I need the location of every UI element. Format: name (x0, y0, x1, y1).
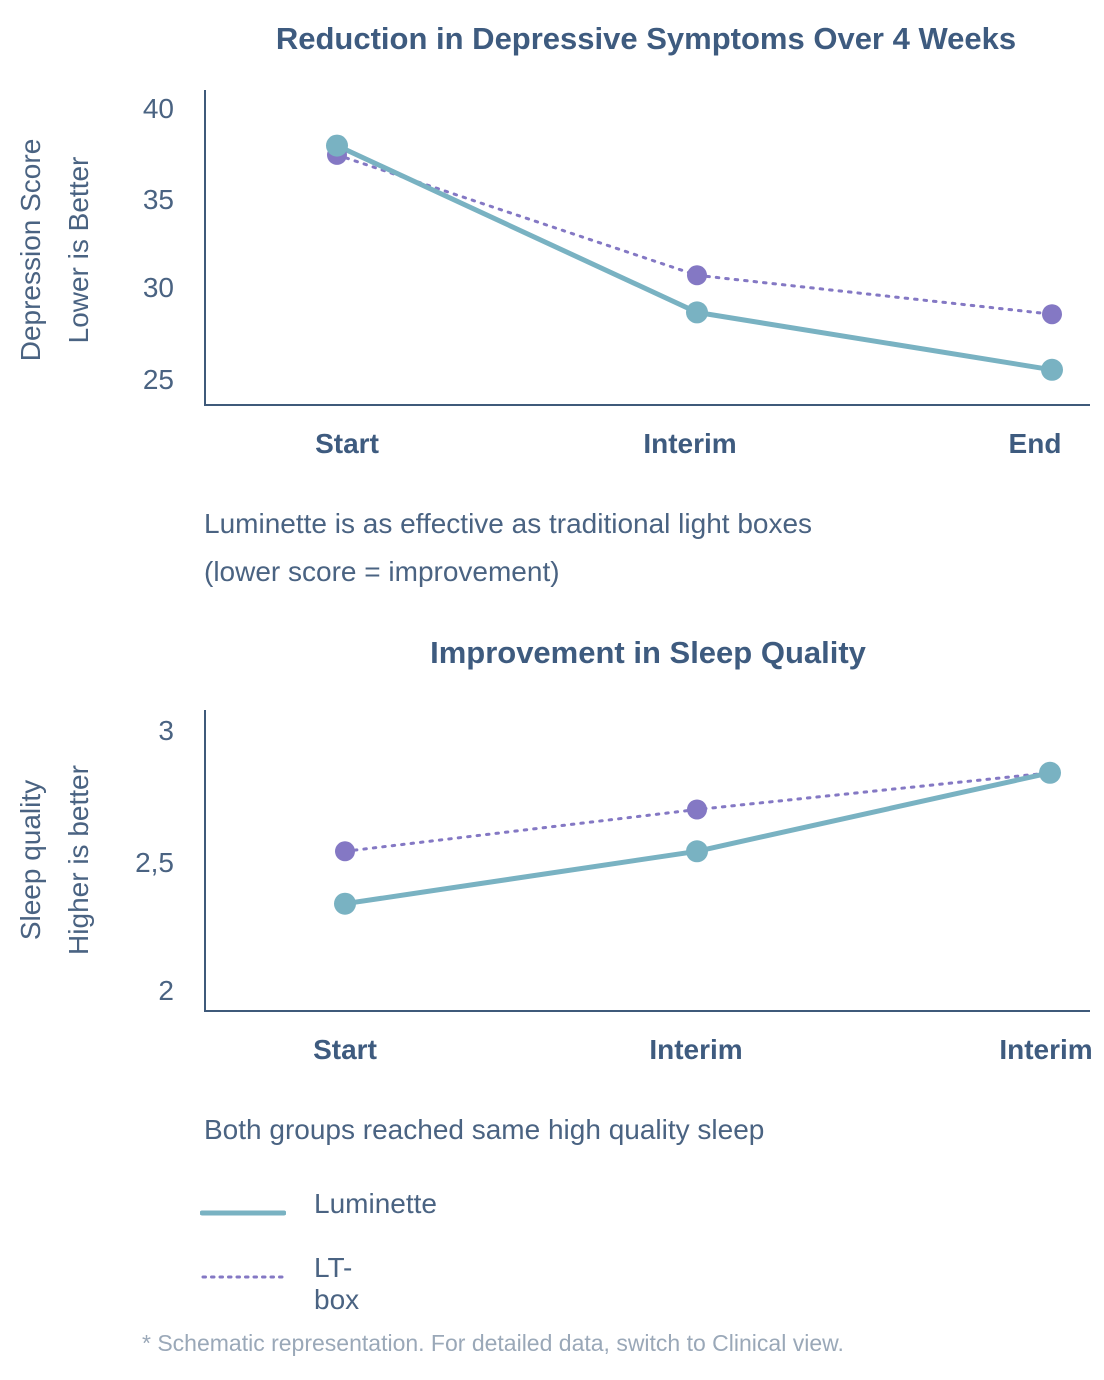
y-axis-label-line2: Lower is Better (63, 157, 94, 344)
x-tick-label: Interim (649, 1034, 742, 1065)
dotted-line-swatch-icon (201, 1275, 286, 1279)
y-tick-label: 3 (158, 715, 174, 746)
y-tick-label: 2,5 (135, 847, 174, 878)
data-point-lt-box (687, 799, 707, 820)
x-tick-label: Start (315, 428, 379, 459)
chart-title: Reduction in Depressive Symptoms Over 4 … (276, 21, 1016, 56)
data-point-luminette (326, 134, 348, 157)
y-axis-label-line2: Higher is better (63, 765, 94, 955)
data-point-luminette (1041, 358, 1063, 381)
data-point-luminette (686, 840, 708, 863)
solid-line-swatch-icon (200, 1210, 286, 1216)
data-point-lt-box (1042, 304, 1062, 325)
data-point-lt-box (687, 265, 707, 286)
x-tick-label: Interim (643, 428, 736, 459)
caption-line: Both groups reached same high quality sl… (204, 1114, 765, 1145)
data-point-luminette (686, 301, 708, 324)
axis-lines (204, 710, 1090, 1012)
series-line-lt-box (335, 153, 1054, 316)
y-tick-label: 35 (143, 184, 174, 215)
footnote: * Schematic representation. For detailed… (142, 1330, 844, 1356)
chart2-caption: Both groups reached same high quality sl… (204, 1106, 764, 1154)
caption-line: (lower score = improvement) (204, 556, 560, 587)
y-tick-label: 40 (143, 93, 174, 124)
plot-marks (334, 761, 1061, 915)
sleep-quality-chart: Improvement in Sleep Quality Sleep quali… (15, 635, 1093, 1065)
y-axis-label-line1: Depression Score (15, 139, 46, 362)
chart-title: Improvement in Sleep Quality (430, 635, 867, 670)
axis-lines (204, 90, 1090, 406)
y-tick-label: 25 (143, 364, 174, 395)
data-point-luminette (334, 892, 356, 915)
y-tick-label: 2 (158, 975, 174, 1006)
x-tick-label: Interim (999, 1034, 1092, 1065)
x-tick-label: Start (313, 1034, 377, 1065)
data-point-lt-box (335, 841, 355, 862)
y-axis-label-line1: Sleep quality (15, 780, 46, 940)
depression-chart: Reduction in Depressive Symptoms Over 4 … (15, 21, 1090, 459)
chart1-caption: Luminette is as effective as traditional… (204, 500, 812, 596)
y-tick-label: 30 (143, 272, 174, 303)
legend-label: Luminette (314, 1188, 437, 1219)
plot-marks (326, 134, 1063, 381)
caption-line: Luminette is as effective as traditional… (204, 508, 813, 539)
series-line-luminette (334, 143, 1055, 373)
x-tick-label: End (1009, 428, 1062, 459)
data-point-luminette (1039, 761, 1061, 784)
legend-label: LT-box (314, 1252, 360, 1315)
